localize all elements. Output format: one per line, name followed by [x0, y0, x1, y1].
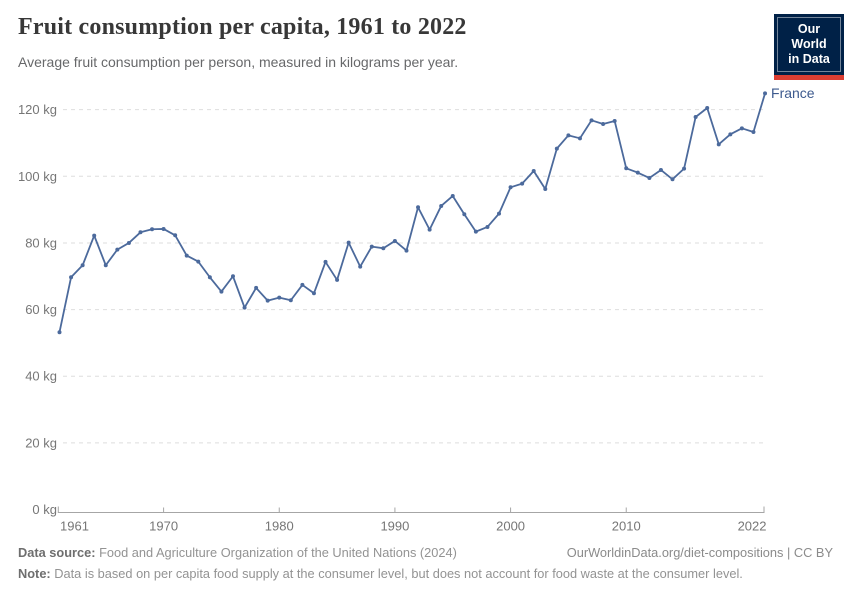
- data-point[interactable]: [763, 91, 768, 96]
- data-point[interactable]: [566, 133, 571, 138]
- data-point[interactable]: [57, 330, 62, 335]
- data-point[interactable]: [577, 136, 582, 141]
- data-point[interactable]: [254, 285, 259, 290]
- data-point[interactable]: [751, 129, 756, 134]
- y-tick-label: 80 kg: [25, 235, 57, 250]
- data-source-label: Data source:: [18, 545, 96, 560]
- y-tick-label: 40 kg: [25, 369, 57, 384]
- data-point[interactable]: [138, 230, 143, 235]
- data-point[interactable]: [381, 246, 386, 251]
- data-point[interactable]: [705, 105, 710, 110]
- x-tick-label: 2022: [738, 519, 767, 534]
- note-label: Note:: [18, 566, 51, 581]
- footer-note-line: Note: Data is based on per capita food s…: [18, 566, 833, 581]
- data-point[interactable]: [207, 275, 212, 280]
- page-title: Fruit consumption per capita, 1961 to 20…: [18, 14, 467, 40]
- data-point[interactable]: [693, 114, 698, 119]
- data-point[interactable]: [462, 212, 467, 217]
- data-point[interactable]: [230, 274, 235, 279]
- x-tick-label: 1980: [265, 519, 294, 534]
- x-axis-line: [57, 506, 765, 513]
- data-point[interactable]: [277, 295, 282, 300]
- data-point[interactable]: [369, 244, 374, 249]
- data-point[interactable]: [219, 289, 224, 294]
- data-point[interactable]: [126, 240, 131, 245]
- data-point[interactable]: [543, 186, 548, 191]
- chart-subtitle: Average fruit consumption per person, me…: [18, 54, 459, 70]
- data-point[interactable]: [242, 305, 247, 310]
- footer-source-line: Data source: Food and Agriculture Organi…: [18, 545, 833, 560]
- data-point[interactable]: [404, 248, 409, 253]
- data-point[interactable]: [739, 126, 744, 131]
- data-point[interactable]: [80, 263, 85, 268]
- x-tick-label: 1961: [60, 519, 89, 534]
- data-point[interactable]: [150, 227, 155, 232]
- data-point[interactable]: [311, 291, 316, 296]
- owid-logo-red-bar: [774, 75, 844, 80]
- data-point[interactable]: [520, 181, 525, 186]
- y-tick-label: 0 kg: [32, 502, 57, 517]
- note-text: Data is based on per capita food supply …: [50, 566, 743, 581]
- data-point[interactable]: [184, 253, 189, 258]
- data-point[interactable]: [682, 166, 687, 171]
- series-line-france: [58, 92, 766, 334]
- x-tick-label: 2010: [612, 519, 641, 534]
- data-point[interactable]: [427, 227, 432, 232]
- data-point[interactable]: [323, 259, 328, 264]
- data-point[interactable]: [554, 146, 559, 151]
- y-tick-label: 120 kg: [18, 102, 57, 117]
- data-point[interactable]: [612, 118, 617, 123]
- data-point[interactable]: [728, 132, 733, 137]
- data-point[interactable]: [392, 238, 397, 243]
- data-point[interactable]: [531, 168, 536, 173]
- data-point[interactable]: [716, 142, 721, 147]
- owid-logo-text: Our World in Data: [777, 17, 841, 72]
- data-point[interactable]: [473, 229, 478, 234]
- data-point[interactable]: [450, 193, 455, 198]
- x-tick-label: 1990: [380, 519, 409, 534]
- data-point[interactable]: [69, 275, 74, 280]
- x-tick-label: 1970: [149, 519, 178, 534]
- data-point[interactable]: [173, 233, 178, 238]
- data-point[interactable]: [196, 259, 201, 264]
- data-point[interactable]: [508, 185, 513, 190]
- data-point[interactable]: [346, 240, 351, 245]
- data-point[interactable]: [288, 298, 293, 303]
- data-point[interactable]: [670, 177, 675, 182]
- data-point[interactable]: [589, 118, 594, 123]
- series-label-france[interactable]: France: [771, 85, 815, 101]
- data-point[interactable]: [624, 166, 629, 171]
- owid-url-link[interactable]: OurWorldinData.org/diet-compositions | C…: [566, 545, 833, 560]
- data-point[interactable]: [497, 211, 502, 216]
- y-tick-label: 20 kg: [25, 435, 57, 450]
- data-point[interactable]: [358, 264, 363, 269]
- y-tick-label: 60 kg: [25, 302, 57, 317]
- data-point[interactable]: [103, 263, 108, 268]
- data-point[interactable]: [658, 167, 663, 172]
- data-point[interactable]: [161, 226, 166, 231]
- y-tick-label: 100 kg: [18, 169, 57, 184]
- x-tick-label: 2000: [496, 519, 525, 534]
- data-point[interactable]: [439, 203, 444, 208]
- owid-logo: Our World in Data: [774, 14, 844, 80]
- data-point[interactable]: [635, 170, 640, 175]
- data-point[interactable]: [115, 247, 120, 252]
- data-point[interactable]: [335, 277, 340, 282]
- data-point[interactable]: [416, 205, 421, 210]
- data-point[interactable]: [92, 233, 97, 238]
- data-source-text: Food and Agriculture Organization of the…: [95, 545, 457, 560]
- data-point[interactable]: [265, 298, 270, 303]
- data-point[interactable]: [485, 224, 490, 229]
- data-point[interactable]: [300, 282, 305, 287]
- data-point[interactable]: [601, 121, 606, 126]
- data-point[interactable]: [647, 175, 652, 180]
